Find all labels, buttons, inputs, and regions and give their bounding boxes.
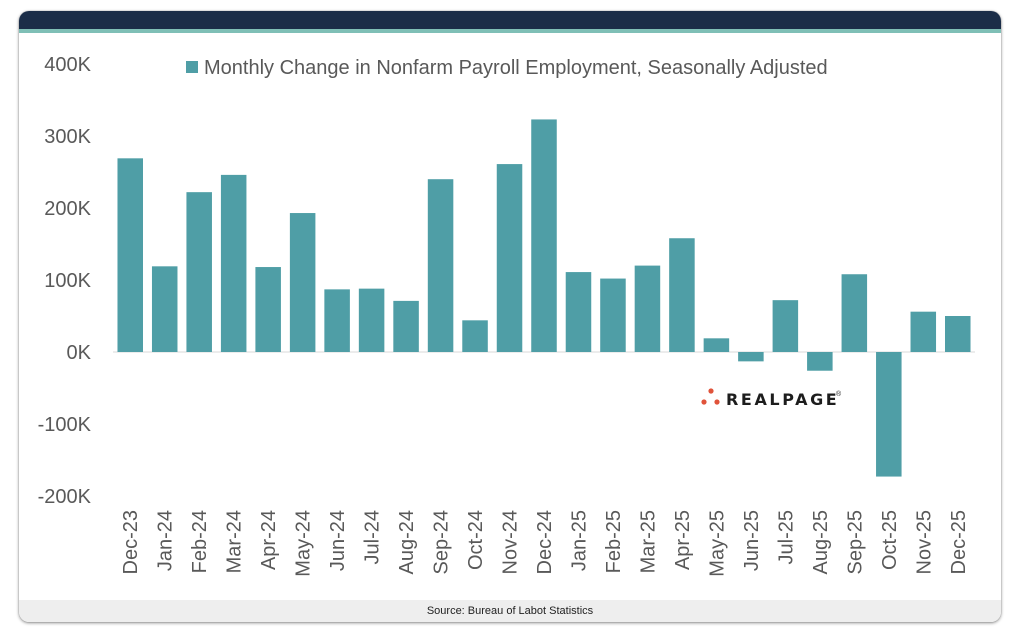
y-tick-label: -200K xyxy=(38,486,92,508)
x-tick-label: Jul-24 xyxy=(362,510,384,564)
bar-nov-25 xyxy=(910,311,937,352)
x-tick-label: Apr-24 xyxy=(258,510,280,570)
header-bar xyxy=(19,11,1001,33)
bar-dec-23 xyxy=(117,158,143,352)
bar-jun-24 xyxy=(324,289,350,352)
bar-mar-25 xyxy=(634,265,661,352)
x-tick-label: May-24 xyxy=(293,510,315,577)
x-tick-label: Dec-24 xyxy=(534,510,556,574)
x-tick-label: Jul-25 xyxy=(775,510,797,564)
bar-nov-24 xyxy=(496,164,523,352)
x-tick-label: Sep-24 xyxy=(431,510,453,575)
x-tick-label: Jun-24 xyxy=(327,510,349,571)
bar-apr-24 xyxy=(255,267,281,352)
x-axis: Dec-23 Jan-24 Feb-24 Mar-24 Apr-24 May-24 Jun-… xyxy=(120,510,970,577)
bar-jul-25 xyxy=(772,300,799,352)
bar-jun-25 xyxy=(738,352,764,362)
source-footer: Source: Bureau of Labot Statistics xyxy=(19,600,1001,622)
x-tick-label: Mar-25 xyxy=(637,510,659,573)
y-tick-label: 400K xyxy=(44,54,91,76)
bar-feb-24 xyxy=(186,192,212,352)
bar-series xyxy=(117,119,971,477)
bar-dec-25 xyxy=(945,316,971,352)
bar-jan-25 xyxy=(565,272,592,352)
bar-jul-24 xyxy=(358,288,385,352)
bar-mar-24 xyxy=(220,174,247,352)
bar-aug-24 xyxy=(393,300,419,352)
x-tick-label: Jan-25 xyxy=(568,510,590,571)
bar-may-25 xyxy=(703,338,730,352)
bar-dec-24 xyxy=(531,119,557,352)
x-tick-label: May-25 xyxy=(706,510,728,577)
x-tick-label: Jan-24 xyxy=(155,510,177,571)
x-tick-label: Apr-25 xyxy=(672,510,694,570)
y-tick-label: 0K xyxy=(67,342,92,364)
realpage-logo: REALPAGE ® xyxy=(701,388,842,409)
bar-oct-25 xyxy=(876,352,902,477)
bar-aug-25 xyxy=(807,352,833,371)
x-tick-label: Oct-25 xyxy=(879,510,901,570)
x-tick-label: Sep-25 xyxy=(844,510,866,575)
bar-feb-25 xyxy=(600,278,626,352)
y-tick-label: -100K xyxy=(38,414,92,436)
bar-may-24 xyxy=(289,213,316,352)
x-tick-label: Dec-25 xyxy=(948,510,970,574)
y-tick-label: 100K xyxy=(44,270,91,292)
bar-sep-24 xyxy=(427,179,454,352)
logo-dot-top xyxy=(708,388,714,394)
legend-swatch xyxy=(186,61,198,73)
bar-apr-25 xyxy=(669,238,695,352)
y-tick-label: 300K xyxy=(44,126,91,148)
x-tick-label: Oct-24 xyxy=(465,510,487,570)
bar-oct-24 xyxy=(462,320,488,352)
bar-jan-24 xyxy=(151,266,178,352)
header-accent-stripe xyxy=(19,29,1001,33)
legend-label: Monthly Change in Nonfarm Payroll Employ… xyxy=(204,57,828,79)
logo-dot-left xyxy=(701,399,707,405)
logo-registered-mark: ® xyxy=(836,390,842,398)
y-tick-label: 200K xyxy=(44,198,91,220)
chart-card: Source: Bureau of Labot Statistics xyxy=(19,11,1001,622)
x-tick-label: Jun-25 xyxy=(741,510,763,571)
x-tick-label: Aug-25 xyxy=(810,510,832,575)
x-tick-label: Mar-24 xyxy=(224,510,246,573)
x-tick-label: Nov-24 xyxy=(500,510,522,574)
x-tick-label: Feb-25 xyxy=(603,510,625,573)
bar-sep-25 xyxy=(841,274,868,352)
x-tick-label: Aug-24 xyxy=(396,510,418,575)
y-axis: 400K 300K 200K 100K 0K -100K -200K xyxy=(38,54,92,508)
x-tick-label: Nov-25 xyxy=(913,510,935,574)
x-tick-label: Dec-23 xyxy=(120,510,142,574)
legend: Monthly Change in Nonfarm Payroll Employ… xyxy=(186,57,828,79)
logo-dot-right xyxy=(714,399,720,405)
logo-wordmark: REALPAGE xyxy=(726,390,839,409)
x-tick-label: Feb-24 xyxy=(189,510,211,573)
